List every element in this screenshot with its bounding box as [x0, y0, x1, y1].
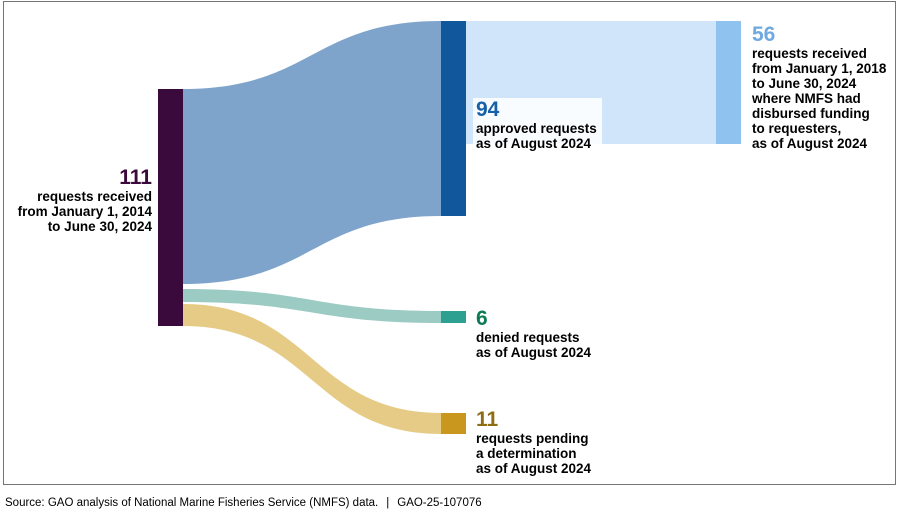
node-received [158, 89, 183, 326]
approved-count: 94 [476, 98, 500, 121]
label-denied: 6 denied requests as of August 2024 [476, 307, 592, 361]
label-pending: 11 requests pending a determination as o… [476, 408, 592, 477]
pending-label-line: requests pending [476, 431, 589, 446]
label-received: 111 requests received from January 1, 20… [4, 166, 152, 235]
disbursed-label-line: requests received [752, 46, 867, 61]
source-separator: | [386, 497, 390, 509]
node-disbursed [716, 21, 741, 144]
flow-received-to-pending [183, 304, 441, 434]
approved-label-line: as of August 2024 [476, 136, 592, 151]
denied-label-line: as of August 2024 [476, 345, 592, 360]
approved-label-line: approved requests [476, 121, 597, 136]
pending-label-line: a determination [476, 446, 577, 461]
disbursed-count: 56 [752, 23, 776, 46]
source-text: Source: GAO analysis of National Marine … [5, 497, 379, 509]
node-denied [441, 311, 466, 323]
received-label-line: requests received [37, 189, 152, 204]
disbursed-label-line: to requesters, [752, 121, 842, 136]
received-label-line: from January 1, 2014 [17, 204, 152, 219]
node-pending [441, 413, 466, 434]
chart-frame: 111 requests received from January 1, 20… [3, 1, 896, 485]
received-label-line: to June 30, 2024 [47, 219, 152, 234]
disbursed-label-line: to June 30, 2024 [752, 76, 857, 91]
label-disbursed: 56 requests received from January 1, 201… [752, 23, 887, 152]
denied-label-line: denied requests [476, 330, 580, 345]
disbursed-label-line: where NMFS had [752, 91, 861, 106]
received-count: 111 [119, 166, 152, 189]
disbursed-label-line: disbursed funding [752, 106, 870, 121]
disbursed-label-line: from January 1, 2018 [752, 61, 887, 76]
denied-count: 6 [476, 307, 488, 330]
pending-label-line: as of August 2024 [476, 461, 592, 476]
source-note: Source: GAO analysis of National Marine … [5, 497, 482, 509]
node-approved [441, 21, 466, 216]
label-approved: 94 approved requests as of August 2024 [473, 98, 602, 153]
pending-count: 11 [476, 408, 499, 431]
flow-received-to-approved [183, 21, 441, 284]
report-number: GAO-25-107076 [397, 497, 482, 509]
disbursed-label-line: as of August 2024 [752, 136, 868, 151]
flow-received-to-denied [183, 289, 441, 323]
